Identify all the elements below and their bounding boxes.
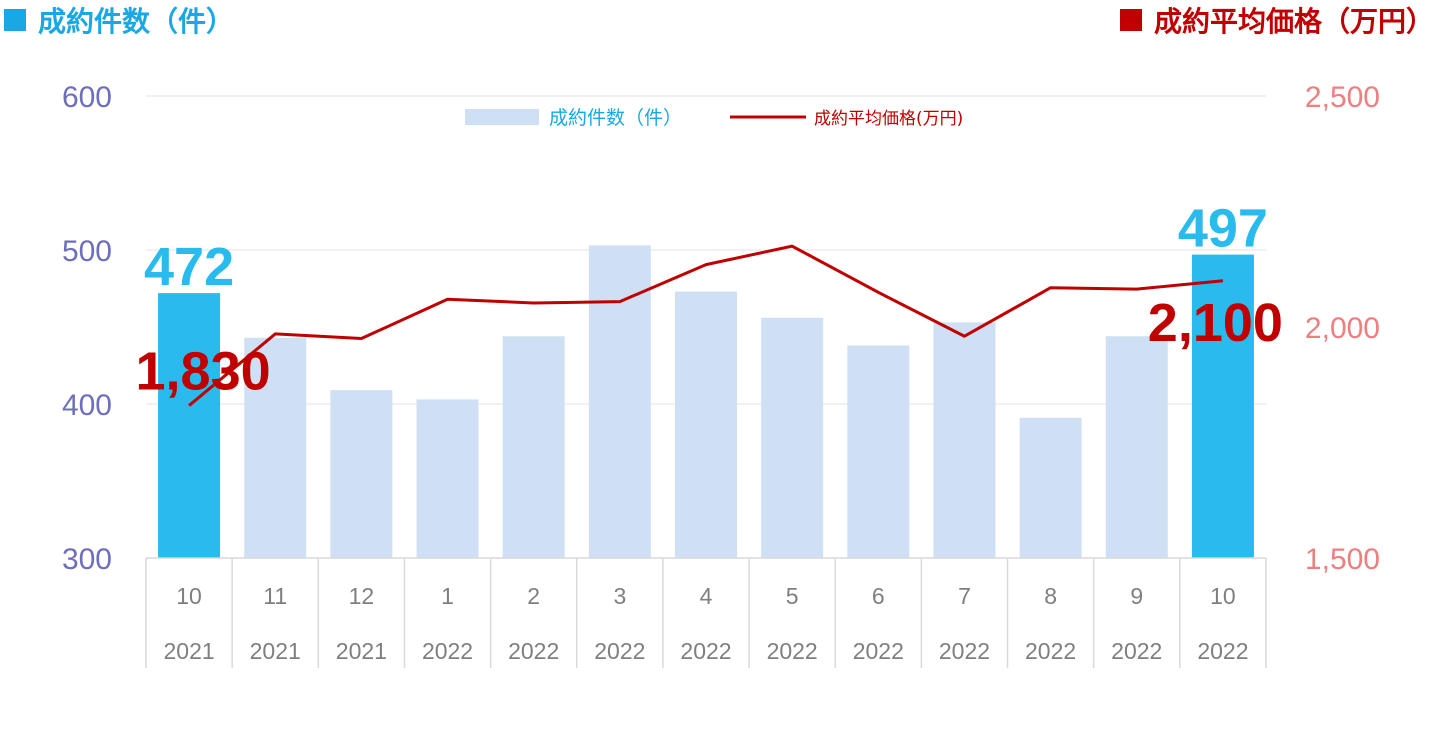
month-tick-label: 4 bbox=[700, 583, 713, 609]
year-tick-label: 2022 bbox=[853, 638, 904, 664]
bar bbox=[1105, 336, 1168, 558]
year-tick-label: 2022 bbox=[594, 638, 645, 664]
month-tick-label: 10 bbox=[1210, 583, 1236, 609]
bar bbox=[1019, 417, 1082, 558]
year-tick-label: 2022 bbox=[767, 638, 818, 664]
bar bbox=[761, 317, 824, 558]
year-tick-label: 2021 bbox=[336, 638, 387, 664]
left-tick-label: 400 bbox=[62, 389, 112, 422]
line-data-label: 2,100 bbox=[1148, 293, 1283, 353]
bar-data-label: 472 bbox=[144, 237, 234, 297]
year-tick-label: 2022 bbox=[1111, 638, 1162, 664]
line-data-label: 1,830 bbox=[136, 342, 271, 402]
bar bbox=[675, 291, 737, 558]
left-tick-label: 300 bbox=[62, 543, 112, 576]
bar bbox=[1191, 254, 1254, 558]
right-axis-header: 成約平均価格（万円） bbox=[1119, 0, 1434, 40]
bar bbox=[330, 390, 393, 558]
bar bbox=[416, 399, 479, 558]
bar-data-label: 497 bbox=[1178, 199, 1268, 259]
month-tick-label: 7 bbox=[958, 583, 971, 609]
left-tick-label: 600 bbox=[62, 81, 112, 114]
month-tick-label: 11 bbox=[263, 583, 287, 609]
month-tick-label: 6 bbox=[872, 583, 885, 609]
month-tick-label: 8 bbox=[1044, 583, 1057, 609]
bar bbox=[244, 337, 307, 558]
price-line bbox=[188, 244, 1224, 407]
right-axis-title: 成約平均価格（万円） bbox=[1153, 5, 1434, 38]
month-tick-label: 5 bbox=[786, 583, 799, 609]
year-tick-label: 2022 bbox=[422, 638, 473, 664]
year-tick-label: 2021 bbox=[163, 638, 214, 664]
bar bbox=[847, 345, 910, 558]
bar bbox=[933, 322, 996, 558]
year-tick-label: 2022 bbox=[1025, 638, 1076, 664]
blue-square-icon bbox=[4, 9, 26, 31]
month-tick-label: 9 bbox=[1130, 583, 1143, 609]
year-tick-label: 2022 bbox=[508, 638, 559, 664]
month-tick-label: 12 bbox=[349, 583, 375, 609]
month-tick-label: 1 bbox=[441, 583, 454, 609]
left-tick-label: 500 bbox=[62, 235, 112, 268]
right-tick-label: 1,500 bbox=[1305, 543, 1380, 576]
month-tick-label: 3 bbox=[613, 583, 626, 609]
year-tick-label: 2022 bbox=[939, 638, 990, 664]
red-square-icon bbox=[1119, 9, 1142, 31]
bar bbox=[502, 336, 565, 558]
year-tick-label: 2022 bbox=[680, 638, 731, 664]
left-axis-header: 成約件数（件） bbox=[4, 0, 234, 40]
legend-bar-swatch bbox=[465, 109, 539, 125]
bar bbox=[158, 293, 221, 558]
left-axis-title: 成約件数（件） bbox=[38, 5, 235, 38]
month-tick-label: 10 bbox=[176, 583, 202, 609]
year-tick-label: 2022 bbox=[1197, 638, 1248, 664]
year-tick-label: 2021 bbox=[250, 638, 301, 664]
legend-line-label: 成約平均価格(万円) bbox=[814, 109, 963, 129]
right-tick-label: 2,500 bbox=[1305, 81, 1380, 114]
legend-bar-label: 成約件数（件） bbox=[549, 107, 682, 129]
month-tick-label: 2 bbox=[527, 583, 540, 609]
right-tick-label: 2,000 bbox=[1305, 312, 1380, 345]
bar bbox=[588, 245, 651, 558]
